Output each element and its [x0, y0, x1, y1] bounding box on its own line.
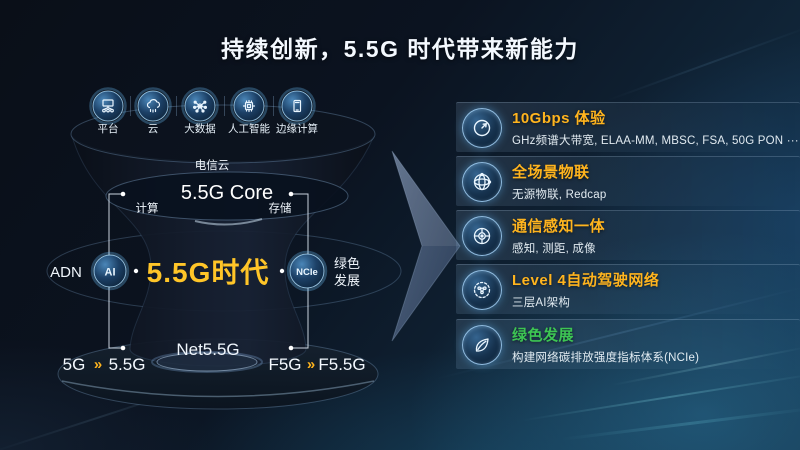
row-highlight-band	[456, 264, 800, 314]
net-pedestal	[151, 351, 263, 373]
icon-label-cloud: 云	[148, 123, 159, 135]
autonomous-network-icon	[462, 270, 502, 310]
capability-subtitle: 构建网络碳排放强度指标体系(NCIe)	[512, 352, 700, 364]
big-data-icon	[181, 87, 219, 125]
capability-row-green: 绿色发展 构建网络碳排放强度指标体系(NCIe)	[456, 319, 800, 369]
capability-title: 全场景物联	[512, 164, 590, 181]
bracket-dots	[120, 191, 294, 351]
cloud-icon	[134, 87, 172, 125]
wireless-to-label: 5.5G	[109, 355, 146, 374]
core-label: 5.5G Core	[181, 182, 273, 204]
capability-title: 通信感知一体	[512, 218, 606, 235]
green-development-label-line2: 发展	[334, 273, 360, 288]
core-ellipse	[105, 171, 349, 226]
fixed-evolution-arrow-icon: »	[307, 356, 315, 373]
storage-label: 存储	[269, 201, 292, 215]
green-leaf-icon	[462, 325, 502, 365]
transition-arrow-icon	[391, 150, 461, 342]
wireless-evolution-arrow-icon: »	[94, 356, 102, 373]
fixed-from-label: F5G	[268, 355, 301, 374]
capability-subtitle: 感知, 测距, 成像	[512, 243, 596, 255]
row-highlight-band	[456, 102, 800, 152]
adn-label: ADN	[50, 264, 82, 281]
capability-title: 10Gbps 体验	[512, 110, 606, 127]
capability-title: 绿色发展	[512, 327, 575, 344]
fixed-to-label: F5.5G	[318, 355, 365, 374]
radar-sensing-icon	[462, 216, 502, 256]
icon-separators	[130, 96, 274, 116]
capability-row-10gbps: 10Gbps 体验 GHz频谱大带宽, ELAA-MM, MBSC, FSA, …	[456, 102, 800, 152]
speed-gauge-icon	[462, 108, 502, 148]
row-highlight-band	[456, 156, 800, 206]
wireless-from-label: 5G	[63, 355, 86, 374]
iot-globe-icon	[462, 162, 502, 202]
capability-row-autonomous: Level 4自动驾驶网络 三层AI架构	[456, 264, 800, 314]
icon-label-edge: 边缘计算	[276, 122, 318, 135]
capability-row-iot: 全场景物联 无源物联, Redcap	[456, 156, 800, 206]
svg-text:AI: AI	[105, 267, 116, 279]
telecom-cloud-label: 电信云	[195, 159, 230, 172]
capability-subtitle: 无源物联, Redcap	[512, 189, 607, 201]
era-label: 5.5G时代	[147, 257, 270, 288]
ai-badge: AI	[90, 251, 130, 291]
capability-row-sensing: 通信感知一体 感知, 测距, 成像	[456, 210, 800, 260]
artificial-intelligence-icon	[230, 87, 268, 125]
platform-icon	[89, 87, 127, 125]
icon-label-big-data: 大数据	[184, 122, 216, 135]
icon-label-ai: 人工智能	[228, 122, 270, 135]
capability-subtitle: GHz频谱大带宽, ELAA-MM, MBSC, FSA, 50G PON ··…	[512, 135, 799, 147]
compute-label: 计算	[136, 201, 159, 215]
net-label: Net5.5G	[176, 340, 239, 359]
capability-subtitle: 三层AI架构	[512, 297, 571, 309]
row-highlight-band	[456, 210, 800, 260]
svg-text:NCIe: NCIe	[296, 267, 318, 278]
page-title: 持续创新，5.5G 时代带来新能力	[221, 36, 579, 62]
capability-title: Level 4自动驾驶网络	[512, 272, 660, 289]
row-highlight-band	[456, 319, 800, 369]
green-development-label-line1: 绿色	[334, 256, 360, 271]
ncie-badge: NCIe	[286, 250, 328, 292]
edge-computing-icon	[278, 87, 316, 125]
icon-label-platform: 平台	[98, 122, 119, 135]
